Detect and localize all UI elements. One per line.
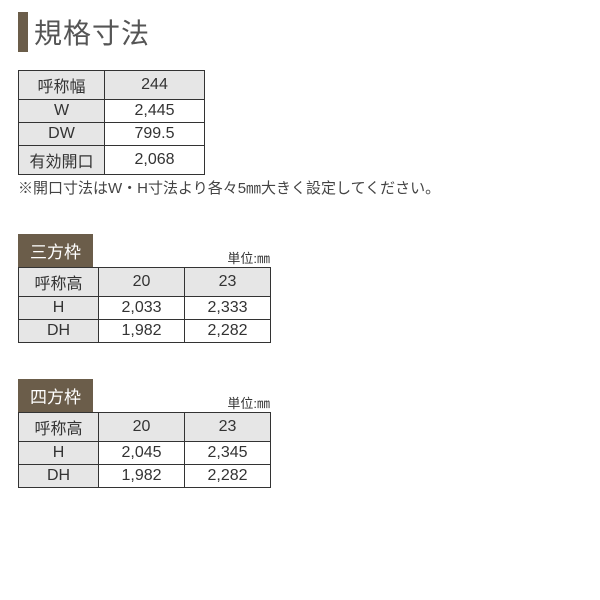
- table-row: H 2,045 2,345: [19, 442, 271, 465]
- page-title-block: 規格寸法: [18, 12, 582, 52]
- table-row: DW 799.5: [19, 123, 205, 146]
- row-label: DH: [19, 465, 99, 488]
- cell-value: 2,345: [185, 442, 271, 465]
- note-text: ※開口寸法はW・H寸法より各々5㎜大きく設定してください。: [18, 177, 582, 198]
- cell-value: 2,445: [105, 100, 205, 123]
- col-header: 20: [99, 268, 185, 297]
- unit-label: 単位:㎜: [227, 393, 270, 412]
- col-header: 20: [99, 413, 185, 442]
- section-badge: 三方枠: [18, 234, 93, 267]
- table-row: 呼称幅 244: [19, 71, 205, 100]
- table-row: DH 1,982 2,282: [19, 320, 271, 343]
- row-label: DH: [19, 320, 99, 343]
- row-label: H: [19, 297, 99, 320]
- spec-table-2: 呼称高 20 23 H 2,033 2,333 DH 1,982 2,282: [18, 267, 271, 343]
- cell-value: 244: [105, 71, 205, 100]
- spec-table-1: 呼称幅 244 W 2,445 DW 799.5 有効開口 2,068: [18, 70, 205, 175]
- table-row: W 2,445: [19, 100, 205, 123]
- table-row: 呼称高 20 23: [19, 413, 271, 442]
- cell-label: 有効開口: [19, 146, 105, 175]
- row-label: H: [19, 442, 99, 465]
- col-header: 23: [185, 413, 271, 442]
- cell-label: W: [19, 100, 105, 123]
- col-header: 23: [185, 268, 271, 297]
- col-header: 呼称高: [19, 268, 99, 297]
- col-header: 呼称高: [19, 413, 99, 442]
- cell-value: 1,982: [99, 465, 185, 488]
- title-accent-bar: [18, 12, 28, 52]
- table-row: H 2,033 2,333: [19, 297, 271, 320]
- section-badge: 四方枠: [18, 379, 93, 412]
- section-sanpo: 三方枠 単位:㎜ 呼称高 20 23 H 2,033 2,333 DH 1,98…: [18, 234, 582, 343]
- cell-label: 呼称幅: [19, 71, 105, 100]
- cell-value: 2,068: [105, 146, 205, 175]
- section-header-row: 四方枠 単位:㎜: [18, 379, 270, 412]
- cell-value: 2,282: [185, 320, 271, 343]
- section-shiho: 四方枠 単位:㎜ 呼称高 20 23 H 2,045 2,345 DH 1,98…: [18, 379, 582, 488]
- cell-value: 2,282: [185, 465, 271, 488]
- unit-label: 単位:㎜: [227, 248, 270, 267]
- spec-table-3: 呼称高 20 23 H 2,045 2,345 DH 1,982 2,282: [18, 412, 271, 488]
- cell-value: 2,045: [99, 442, 185, 465]
- cell-value: 2,033: [99, 297, 185, 320]
- table-row: 呼称高 20 23: [19, 268, 271, 297]
- cell-label: DW: [19, 123, 105, 146]
- section-header-row: 三方枠 単位:㎜: [18, 234, 270, 267]
- page-title: 規格寸法: [34, 12, 150, 52]
- cell-value: 1,982: [99, 320, 185, 343]
- table-row: 有効開口 2,068: [19, 146, 205, 175]
- cell-value: 799.5: [105, 123, 205, 146]
- table-row: DH 1,982 2,282: [19, 465, 271, 488]
- cell-value: 2,333: [185, 297, 271, 320]
